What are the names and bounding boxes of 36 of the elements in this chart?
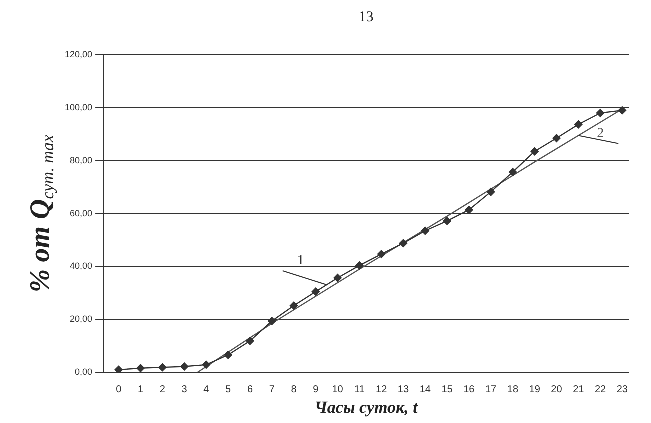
x-tick-label: 7 — [269, 384, 276, 396]
x-tick-label: 18 — [507, 384, 519, 396]
x-tick-label: 19 — [529, 384, 541, 396]
x-tick-label: 10 — [332, 384, 344, 396]
series-label: 1 — [297, 254, 304, 269]
x-tick-label: 8 — [291, 384, 298, 396]
y-tick-label: 120,00 — [64, 49, 93, 60]
x-tick-label: 15 — [442, 384, 454, 396]
x-tick-label: 16 — [464, 384, 476, 396]
x-tick-label: 6 — [247, 384, 254, 396]
x-tick-label: 12 — [376, 384, 388, 396]
x-axis-title: Часы суток, t — [314, 398, 420, 418]
y-tick-label: 20,00 — [70, 314, 93, 324]
x-tick-label: 4 — [204, 384, 210, 396]
x-tick-label: 22 — [594, 384, 607, 396]
y-tick-label: 60,00 — [70, 208, 93, 218]
x-tick-label: 3 — [182, 384, 188, 396]
y-tick-label: 80,00 — [70, 155, 93, 166]
y-tick-label: 100,00 — [64, 102, 93, 112]
x-tick-label: 17 — [486, 384, 498, 396]
x-tick-label: 1 — [138, 384, 144, 396]
x-tick-label: 14 — [420, 384, 432, 396]
x-tick-label: 21 — [573, 384, 585, 396]
x-tick-label: 13 — [398, 384, 410, 396]
series-label: 2 — [597, 126, 604, 142]
x-tick-label: 11 — [354, 384, 366, 396]
x-tick-label: 2 — [160, 384, 166, 396]
y-tick-label: 40,00 — [70, 261, 93, 272]
x-tick-label: 20 — [551, 384, 563, 396]
y-tick-label: 0,00 — [74, 367, 93, 378]
x-tick-label: 5 — [226, 384, 232, 396]
y-axis-title: % от Qсут. max — [25, 134, 58, 293]
x-tick-label: 0 — [116, 384, 122, 396]
x-tick-label: 9 — [313, 384, 320, 396]
x-tick-label: 23 — [616, 384, 628, 396]
text: 13 — [358, 9, 374, 26]
